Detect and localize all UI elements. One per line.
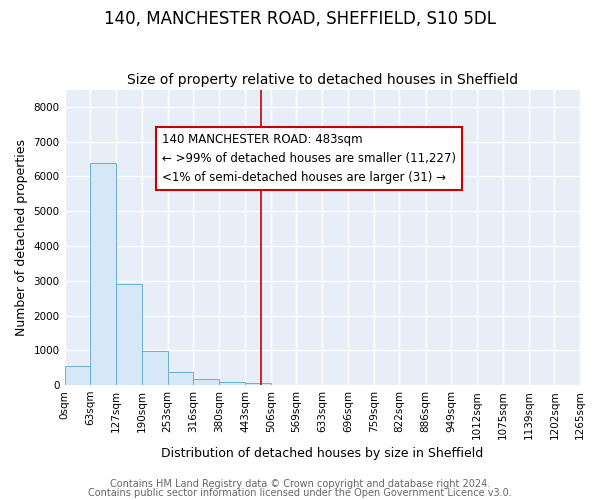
Text: Contains HM Land Registry data © Crown copyright and database right 2024.: Contains HM Land Registry data © Crown c… [110, 479, 490, 489]
Bar [220, 382, 245, 385]
Bar [116, 284, 142, 385]
Text: 140 MANCHESTER ROAD: 483sqm
← >99% of detached houses are smaller (11,227)
<1% o: 140 MANCHESTER ROAD: 483sqm ← >99% of de… [163, 133, 457, 184]
Title: Size of property relative to detached houses in Sheffield: Size of property relative to detached ho… [127, 73, 518, 87]
Y-axis label: Number of detached properties: Number of detached properties [15, 139, 28, 336]
Text: 140, MANCHESTER ROAD, SHEFFIELD, S10 5DL: 140, MANCHESTER ROAD, SHEFFIELD, S10 5DL [104, 10, 496, 28]
Text: Contains public sector information licensed under the Open Government Licence v3: Contains public sector information licen… [88, 488, 512, 498]
Bar [65, 366, 90, 385]
Bar [142, 350, 167, 385]
Bar [167, 372, 193, 385]
Bar [245, 383, 271, 385]
Bar [90, 162, 116, 385]
Bar [193, 379, 220, 385]
X-axis label: Distribution of detached houses by size in Sheffield: Distribution of detached houses by size … [161, 447, 484, 460]
